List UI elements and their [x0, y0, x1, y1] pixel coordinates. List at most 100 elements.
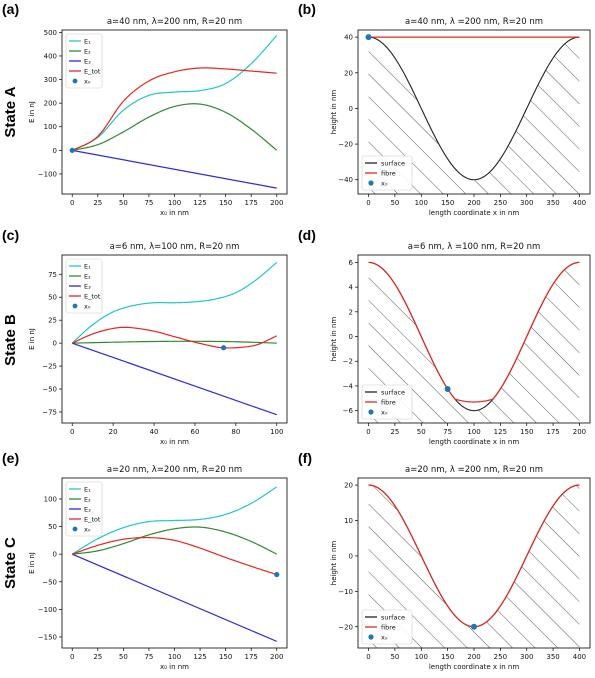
y-tick-label: 100 [44, 495, 57, 503]
x-tick-label: 150 [219, 653, 232, 661]
x-axis-label: x₀ in nm [160, 209, 189, 217]
x-tick-label: 100 [168, 653, 181, 661]
x-tick-label: 100 [168, 199, 181, 207]
y-tick-label: 0 [53, 340, 57, 348]
chart-title: a=6 nm, λ =100 nm, R=20 nm [408, 242, 541, 252]
legend-marker [72, 526, 78, 532]
plot-frame [357, 29, 591, 195]
chart-panel-1: a=40 nm, λ =200 nm, R=20 nm0 50 100 150 200 2… [330, 17, 591, 217]
y-tick-label: −2 [343, 358, 353, 366]
x-tick-label: 250 [494, 199, 507, 207]
x-tick-label: 50 [390, 653, 399, 661]
x-tick-label: 75 [144, 653, 153, 661]
series-line-E1 [71, 261, 278, 344]
x-tick-label: 75 [144, 199, 153, 207]
x-axis-label: length coordinate x in nm [429, 663, 520, 671]
substrate-hatch [368, 485, 580, 648]
y-tick-label: −100 [38, 606, 57, 614]
x-tick-label: 25 [390, 428, 399, 436]
plot-frame [61, 477, 288, 649]
legend-entry: E₂ [84, 48, 91, 56]
y-axis-label: E in nJ [28, 328, 36, 350]
y-tick-label: −10 [338, 588, 353, 596]
y-tick-label: −75 [42, 408, 57, 416]
y-tick-label: 75 [48, 271, 57, 279]
plot-frame [61, 254, 288, 424]
x-tick-label: 100 [270, 428, 283, 436]
y-tick-label: −50 [42, 386, 57, 394]
legend-entry: E₂ [84, 496, 91, 504]
x-tick-label: 300 [520, 199, 533, 207]
chart-title: a=6 nm, λ=100 nm, R=20 nm [110, 242, 240, 252]
x0-marker [471, 623, 477, 630]
legend-box [361, 609, 413, 645]
chart-panel-5: a=20 nm, λ =200 nm, R=20 nm0 50 100 150 200 2… [330, 465, 591, 671]
x-tick-label: 0 [70, 428, 74, 436]
x-tick-label: 0 [70, 653, 74, 661]
legend-box [361, 155, 413, 191]
series-line-E1 [71, 486, 278, 555]
x-axis-label: length coordinate x in nm [429, 209, 520, 217]
x0-marker [365, 34, 372, 41]
chart-title: a=20 nm, λ =200 nm, R=20 nm [405, 465, 543, 475]
series-line-Etot [71, 326, 278, 349]
legend-entry: E₃ [84, 283, 91, 291]
x-tick-label: 400 [573, 199, 586, 207]
y-axis-label: height in nm [330, 541, 338, 586]
legend-marker [368, 180, 374, 186]
plot-area [368, 36, 580, 194]
x-tick-label: 40 [150, 428, 159, 436]
series-line-E2 [72, 340, 277, 344]
x-tick-label: 200 [270, 653, 283, 661]
x-tick-label: 350 [546, 653, 559, 661]
y-tick-label: −50 [42, 578, 57, 586]
y-tick-label: 500 [44, 29, 57, 37]
chart-title: a=20 nm, λ=200 nm, R=20 nm [107, 465, 242, 475]
x-tick-label: 50 [119, 653, 128, 661]
legend-entry: x₀ [84, 303, 91, 311]
series-line-E3 [71, 553, 278, 642]
panel-label: (f) [298, 450, 312, 466]
x-tick-label: 75 [443, 428, 452, 436]
legend-entry: x₀ [84, 526, 91, 534]
y-tick-label: −150 [38, 633, 57, 641]
x-tick-label: 100 [415, 199, 428, 207]
x-tick-label: 400 [573, 653, 586, 661]
series-line-Etot [72, 536, 277, 576]
x-tick-label: 0 [366, 199, 370, 207]
x-tick-label: 50 [119, 199, 128, 207]
x-tick-label: 200 [467, 199, 480, 207]
plot-frame [357, 477, 591, 649]
chart-title: a=40 nm, λ=200 nm, R=20 nm [107, 17, 242, 27]
legend-entry: surface [381, 160, 405, 168]
legend-entry: fibre [381, 170, 396, 178]
x-tick-label: 0 [366, 653, 370, 661]
chart-panel-3: a=6 nm, λ =100 nm, R=20 nm 0 25 50 75 100 125 1… [330, 242, 591, 446]
x-tick-label: 175 [245, 653, 258, 661]
legend-entry: E₁ [84, 38, 91, 46]
x-tick-label: 50 [390, 199, 399, 207]
series-line-E3 [72, 149, 277, 189]
y-tick-label: 40 [344, 34, 353, 42]
y-tick-label: 0 [349, 333, 353, 341]
x-tick-label: 200 [467, 653, 480, 661]
x-axis-label: x₀ in nm [160, 438, 189, 446]
plot-area [71, 261, 278, 416]
y-axis-label: height in nm [330, 90, 338, 135]
state-label: State A [2, 86, 19, 137]
panel-label: (c) [2, 227, 19, 243]
x-tick-label: 175 [546, 428, 559, 436]
y-tick-label: −100 [38, 170, 57, 178]
y-tick-label: 25 [48, 317, 57, 325]
panel-label: (b) [298, 1, 316, 17]
legend-marker [72, 303, 78, 309]
x-tick-label: 60 [190, 428, 199, 436]
x-tick-label: 0 [366, 428, 370, 436]
x-tick-label: 200 [270, 199, 283, 207]
legend-entry: E₁ [84, 263, 91, 271]
y-tick-label: 50 [48, 523, 57, 531]
series-line-E2 [72, 526, 278, 555]
y-tick-label: −25 [42, 363, 57, 371]
y-tick-label: 20 [344, 69, 353, 77]
